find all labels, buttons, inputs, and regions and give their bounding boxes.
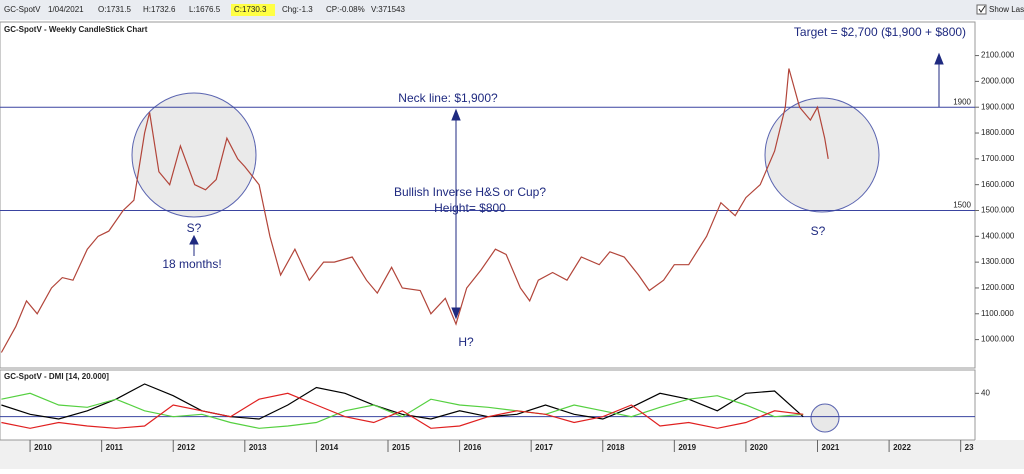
series-line	[1, 392, 804, 429]
close-highlight	[231, 4, 275, 16]
series-line	[0, 68, 829, 353]
annotation: H?	[458, 335, 474, 349]
y-tick-label: 1900.000	[981, 102, 1015, 111]
time-axis	[0, 440, 1024, 469]
annotation: S?	[187, 221, 202, 235]
x-tick-label: 2014	[320, 443, 338, 452]
open: O:1731.5	[98, 5, 131, 14]
x-tick-label: 2013	[249, 443, 267, 452]
x-tick-label: 2018	[607, 443, 625, 452]
change: Chg:-1.3	[282, 5, 313, 14]
y-tick-label: 40	[981, 388, 990, 397]
annotation: Neck line: $1,900?	[398, 91, 498, 105]
reference-label: 1500	[953, 201, 971, 210]
high: H:1732.6	[143, 5, 176, 14]
dmi-title: GC-SpotV - DMI [14, 20.000]	[4, 372, 109, 381]
right-shoulder-circle	[764, 97, 880, 213]
y-tick-label: 1800.000	[981, 128, 1015, 137]
low: L:1676.5	[189, 5, 221, 14]
x-tick-label: 2020	[750, 443, 768, 452]
y-tick-label: 1200.000	[981, 283, 1015, 292]
change-pct: CP:-0.08%	[326, 5, 365, 14]
x-tick-label: 2011	[106, 443, 124, 452]
show-last[interactable]: Show Last	[989, 5, 1024, 14]
reference-label: 1900	[953, 97, 971, 106]
show-last-checkbox[interactable]	[976, 4, 987, 15]
y-tick-label: 1300.000	[981, 257, 1015, 266]
y-tick-label: 1100.000	[981, 309, 1014, 318]
x-tick-label: 2010	[34, 443, 52, 452]
arrows	[189, 52, 944, 320]
annotation: 18 months!	[162, 257, 221, 271]
annotation: Target = $2,700 ($1,900 + $800)	[794, 25, 966, 39]
annotation: Height= $800	[434, 201, 506, 215]
checkmark	[978, 5, 986, 13]
arrow-head	[189, 234, 199, 245]
date: 1/04/2021	[48, 5, 84, 14]
dmi-circle	[810, 403, 840, 433]
annotation: S?	[811, 224, 826, 238]
left-shoulder-circle	[131, 92, 257, 218]
y-tick-label: 1700.000	[981, 154, 1015, 163]
x-tick-label: 23	[965, 443, 974, 452]
close: C:1730.3	[234, 5, 267, 14]
volume: V:371543	[371, 5, 406, 14]
y-tick-label: 1600.000	[981, 180, 1015, 189]
y-tick-label: 1500.000	[981, 206, 1015, 215]
symbol: GC-SpotV	[4, 5, 41, 14]
annotation: Bullish Inverse H&S or Cup?	[394, 185, 546, 199]
x-tick-label: 2019	[678, 443, 696, 452]
y-tick-label: 2100.000	[981, 51, 1015, 60]
x-tick-label: 2015	[392, 443, 410, 452]
x-tick-label: 2021	[822, 443, 840, 452]
x-tick-label: 2022	[893, 443, 911, 452]
x-tick-label: 2017	[535, 443, 553, 452]
y-tick-label: 1000.000	[981, 335, 1015, 344]
chart-title: GC-SpotV - Weekly CandleStick Chart	[4, 25, 148, 34]
arrow-heads	[451, 108, 461, 320]
x-tick-label: 2016	[464, 443, 482, 452]
y-tick-label: 1400.000	[981, 231, 1015, 240]
series-line	[1, 383, 804, 420]
y-tick-label: 2000.000	[981, 76, 1015, 85]
series-line	[1, 392, 804, 429]
x-tick-label: 2012	[177, 443, 195, 452]
arrow-head	[934, 52, 944, 65]
